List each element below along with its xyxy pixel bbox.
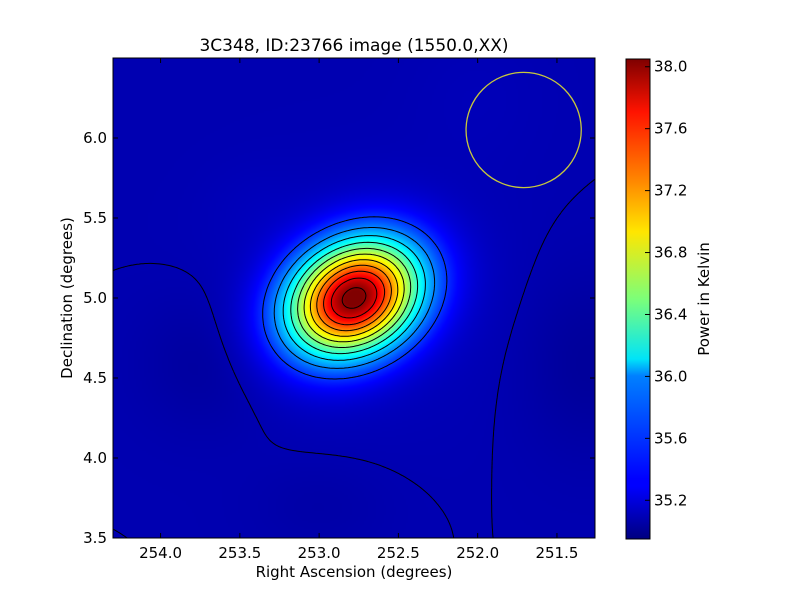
colorbar-tick-label: 36.0 <box>654 367 687 385</box>
y-tick-label: 5.5 <box>83 209 107 227</box>
colorbar-tick-label: 36.4 <box>654 305 687 323</box>
x-tick-label: 252.0 <box>456 544 499 562</box>
contour-level-1 <box>262 216 448 380</box>
y-tick-label: 4.0 <box>83 449 107 467</box>
x-tick-label: 251.5 <box>535 544 578 562</box>
colorbar-tick-label: 35.6 <box>654 429 687 447</box>
contour-level-10 <box>330 277 378 319</box>
contour-level-11 <box>341 287 367 309</box>
y-axis-ticks: 3.5 4.0 4.5 5.0 5.5 6.0 <box>83 129 595 547</box>
contour-level-5 <box>297 247 412 348</box>
x-tick-label: 254.0 <box>139 544 182 562</box>
x-tick-label: 253.5 <box>218 544 261 562</box>
colorbar-label: Power in Kelvin <box>695 242 713 356</box>
y-tick-label: 6.0 <box>83 129 107 147</box>
contour-level-6 <box>303 253 405 343</box>
x-tick-label: 252.5 <box>377 544 420 562</box>
heatmap-image <box>113 58 595 538</box>
colorbar-tick-label: 38.0 <box>654 58 687 76</box>
contour-level-0 <box>113 178 595 538</box>
chart-title: 3C348, ID:23766 image (1550.0,XX) <box>199 36 508 56</box>
colorbar-frame <box>625 58 651 540</box>
y-tick-label: 4.5 <box>83 369 107 387</box>
x-tick-label: 253.0 <box>298 544 341 562</box>
contour-level-8 <box>316 264 392 332</box>
contour-level-7 <box>309 259 399 337</box>
x-axis-label: Right Ascension (degrees) <box>256 563 453 581</box>
y-tick-label: 3.5 <box>83 529 107 547</box>
contour-level-2 <box>273 227 436 369</box>
colorbar-ticks: 35.2 35.6 36.0 36.4 36.8 37.2 37.6 38.0 <box>645 58 687 509</box>
x-axis-ticks: 254.0 253.5 253.0 252.5 252.0 251.5 <box>139 58 578 562</box>
beam-circle <box>465 71 582 189</box>
contour-level-3 <box>282 235 426 361</box>
colorbar-gradient <box>626 59 650 539</box>
colorbar: 35.2 35.6 36.0 36.4 36.8 37.2 37.6 38.0 Power i… <box>625 58 713 540</box>
plot-area <box>112 57 596 539</box>
y-axis-label: Declination (degrees) <box>58 217 76 379</box>
contour-level-4 <box>290 241 419 355</box>
colorbar-tick-label: 35.2 <box>654 491 687 509</box>
contour-level-9 <box>323 270 386 326</box>
colorbar-tick-label: 37.6 <box>654 120 687 138</box>
y-tick-label: 5.0 <box>83 289 107 307</box>
colorbar-tick-label: 37.2 <box>654 182 687 200</box>
colorbar-tick-label: 36.8 <box>654 244 687 262</box>
contour-lines <box>113 178 595 538</box>
